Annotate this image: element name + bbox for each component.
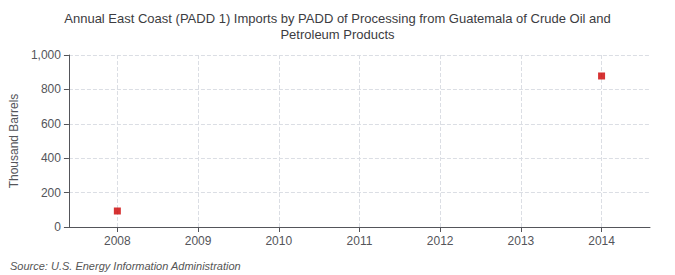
svg-text:800: 800: [41, 82, 61, 96]
svg-text:Thousand Barrels: Thousand Barrels: [7, 94, 21, 189]
svg-text:2012: 2012: [427, 234, 454, 248]
svg-text:400: 400: [41, 151, 61, 165]
svg-text:2008: 2008: [104, 234, 131, 248]
svg-text:2011: 2011: [347, 234, 373, 248]
svg-text:0: 0: [54, 220, 61, 234]
svg-text:Source: U.S. Energy Informatio: Source: U.S. Energy Information Administ…: [10, 260, 241, 272]
svg-text:2009: 2009: [185, 234, 212, 248]
svg-text:200: 200: [41, 186, 61, 200]
svg-text:2010: 2010: [265, 234, 292, 248]
svg-text:Annual East Coast (PADD 1) Imp: Annual East Coast (PADD 1) Imports by PA…: [64, 11, 610, 26]
svg-text:2013: 2013: [508, 234, 535, 248]
svg-text:600: 600: [41, 117, 61, 131]
svg-text:2014: 2014: [588, 234, 615, 248]
svg-text:1,000: 1,000: [31, 48, 61, 62]
svg-text:Petroleum Products: Petroleum Products: [280, 27, 395, 42]
